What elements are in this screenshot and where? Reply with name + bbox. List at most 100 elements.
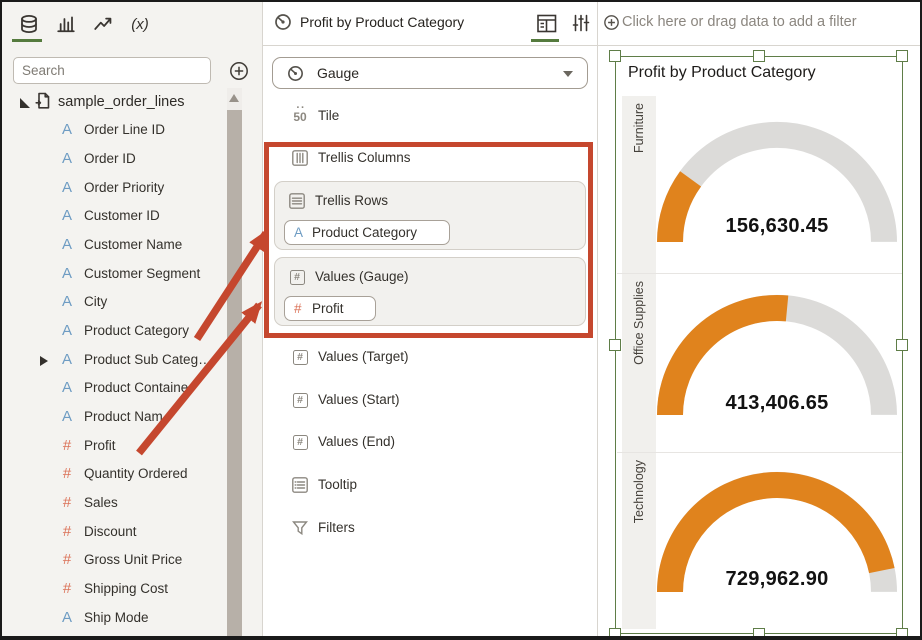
- drop-target-values-start[interactable]: Values (Start): [272, 386, 588, 414]
- pill-profit[interactable]: # Profit: [284, 296, 376, 321]
- tab-data[interactable]: [16, 11, 42, 37]
- drop-zone-trellis-rows[interactable]: Trellis Rows A Product Category: [274, 181, 586, 250]
- viz-type-dropdown[interactable]: Gauge: [272, 57, 588, 89]
- scrollbar-thumb[interactable]: [227, 110, 242, 636]
- zone-header: Trellis Rows: [275, 187, 585, 215]
- attribute-icon: A: [61, 408, 72, 425]
- field-label: Ship Mode: [84, 609, 149, 625]
- tab-visualizations[interactable]: [53, 11, 79, 37]
- field-item-customer-name[interactable]: A Customer Name: [2, 231, 226, 259]
- field-label: Product Nam: [84, 409, 163, 424]
- pill-product-category[interactable]: A Product Category: [284, 220, 450, 245]
- values-gauge-icon: [289, 269, 305, 285]
- field-label: Gross Unit Price: [84, 552, 183, 568]
- drop-target-values-target[interactable]: Values (Target): [272, 343, 588, 371]
- field-label: Customer ID: [84, 208, 160, 224]
- field-item-product-sub-categ-[interactable]: A Product Sub Categ…: [2, 346, 226, 374]
- header-divider: [263, 45, 597, 46]
- field-item-city[interactable]: A City: [2, 288, 226, 316]
- viz-title-header: Profit by Product Category: [300, 14, 465, 30]
- resize-handle-mid-left[interactable]: [609, 339, 621, 351]
- filter-bar-prompt[interactable]: Click here or drag data to add a filter: [622, 14, 857, 30]
- resize-handle-bottom-right[interactable]: [896, 628, 908, 640]
- trellis-rows-icon: [289, 193, 305, 209]
- scroll-up-icon[interactable]: [229, 94, 239, 102]
- gauge-icon: [275, 14, 291, 30]
- attribute-icon: A: [61, 149, 72, 167]
- trellis-row-divider: [617, 273, 902, 274]
- search-input[interactable]: [13, 57, 211, 84]
- settings-tab-button[interactable]: [569, 11, 593, 35]
- field-item-customer-id[interactable]: A Customer ID: [2, 202, 226, 230]
- measure-icon: #: [62, 551, 72, 569]
- dataset-name: sample_order_lines: [58, 94, 185, 110]
- filter-funnel-icon: [292, 521, 308, 536]
- field-item-product-containe[interactable]: A Product Containe: [2, 374, 226, 402]
- resize-handle-bottom-left[interactable]: [609, 628, 621, 640]
- attribute-icon: A: [61, 235, 72, 253]
- field-item-sales[interactable]: # Sales: [2, 489, 226, 517]
- resize-handle-top-mid[interactable]: [753, 50, 765, 62]
- database-icon: [21, 15, 37, 33]
- drop-target-values-end[interactable]: Values (End): [272, 428, 588, 456]
- measure-icon: #: [62, 494, 72, 512]
- resize-handle-top-left[interactable]: [609, 50, 621, 62]
- add-filter-icon[interactable]: [603, 14, 620, 31]
- field-item-product-nam[interactable]: A Product Nam: [2, 403, 226, 431]
- field-item-customer-segment[interactable]: A Customer Segment: [2, 260, 226, 288]
- field-item-gross-unit-price[interactable]: # Gross Unit Price: [2, 546, 226, 574]
- tab-calculations[interactable]: (x): [127, 11, 153, 37]
- attribute-icon: A: [61, 293, 72, 311]
- data-panel: (x) sample_order_lines A Order Line ID A Or…: [2, 2, 262, 636]
- trellis-row-header: Furniture: [622, 96, 656, 273]
- gauge-icon: [288, 66, 303, 81]
- resize-handle-mid-right[interactable]: [896, 339, 908, 351]
- trend-line-icon: [94, 17, 112, 30]
- dataset-tree-root[interactable]: sample_order_lines: [2, 90, 226, 116]
- values-target-icon: [292, 349, 308, 365]
- attribute-icon: A: [61, 608, 72, 626]
- resize-handle-bottom-mid[interactable]: [753, 628, 765, 640]
- selected-grammar-tab-indicator: [531, 39, 559, 42]
- drop-target-tile[interactable]: 50 Tile: [272, 98, 588, 130]
- field-item-shipping-cost[interactable]: # Shipping Cost: [2, 575, 226, 603]
- expand-arrow-icon[interactable]: [40, 355, 48, 366]
- field-item-order-id[interactable]: A Order ID: [2, 145, 226, 173]
- scrollbar[interactable]: [227, 88, 242, 636]
- expanded-tree-icon[interactable]: [19, 97, 31, 109]
- field-item-product-category[interactable]: A Product Category: [2, 317, 226, 345]
- measure-icon: #: [62, 580, 72, 598]
- gauge-value-label: 413,406.65: [725, 392, 829, 414]
- bar-chart-icon: [57, 16, 75, 33]
- add-data-button[interactable]: [228, 60, 250, 82]
- sliders-icon: [572, 14, 590, 32]
- attribute-icon: A: [61, 121, 72, 139]
- attribute-icon: A: [61, 178, 72, 196]
- measure-icon: #: [294, 301, 302, 316]
- tab-analytics[interactable]: [90, 11, 116, 37]
- viz-type-value: Gauge: [317, 65, 360, 81]
- field-item-quantity-ordered[interactable]: # Quantity Ordered: [2, 460, 226, 488]
- dataset-icon: [35, 92, 50, 109]
- function-icon: (x): [131, 15, 149, 33]
- field-item-discount[interactable]: # Discount: [2, 518, 226, 546]
- trellis-row-header: Office Supplies: [622, 274, 656, 452]
- field-item-order-priority[interactable]: A Order Priority: [2, 174, 226, 202]
- field-label: Product Containe: [84, 380, 189, 396]
- drop-target-tooltip[interactable]: Tooltip: [272, 471, 588, 499]
- field-item-ship-mode[interactable]: A Ship Mode: [2, 604, 226, 632]
- values-end-icon: [292, 434, 308, 450]
- measure-icon: #: [62, 465, 72, 483]
- drop-zone-values-gauge[interactable]: Values (Gauge) # Profit: [274, 257, 586, 326]
- field-item-order-line-id[interactable]: A Order Line ID: [2, 116, 226, 144]
- trellis-row-divider: [617, 452, 902, 453]
- field-item-profit[interactable]: # Profit: [2, 432, 226, 460]
- field-label: City: [84, 294, 108, 310]
- drop-target-trellis-columns[interactable]: Trellis Columns: [272, 144, 588, 172]
- field-label: Sales: [84, 495, 118, 511]
- drop-target-filters[interactable]: Filters: [272, 514, 588, 542]
- gauge-visualization[interactable]: [615, 56, 903, 634]
- grammar-tab-button[interactable]: [535, 11, 559, 35]
- resize-handle-top-right[interactable]: [896, 50, 908, 62]
- zone-header: Values (Gauge): [275, 263, 585, 291]
